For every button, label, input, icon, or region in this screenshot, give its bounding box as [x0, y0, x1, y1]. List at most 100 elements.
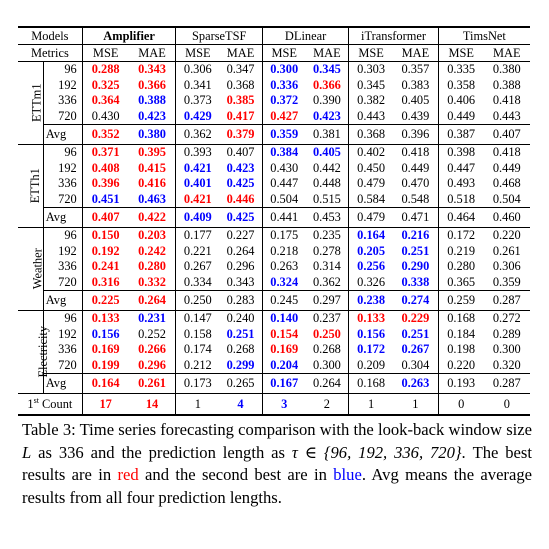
value-cell-mae: 0.359 [492, 274, 521, 289]
value-cell-mae: 0.296 [128, 357, 177, 374]
value-cell-mae: 0.251 [392, 243, 439, 259]
value-cell-mae: 0.470 [392, 176, 439, 192]
metric-header-mae: MAE [219, 44, 263, 62]
pred-length: 336 [43, 176, 83, 192]
value-cell-mae: 0.407 [483, 124, 530, 145]
value-cell-mae: 0.405 [392, 93, 439, 109]
metric-header-mse: MSE [82, 44, 129, 62]
value-cell-mse: 0.164 [348, 227, 393, 244]
value-cell-mae: 0.261 [128, 373, 177, 394]
value-cell-mse: 0.263 [270, 259, 299, 273]
value-cell-mae: 0.407 [219, 144, 263, 161]
data-row: 336 0.396 0.416 0.401 0.425 0.447 0.448 0.479 0.… [18, 176, 530, 192]
value-cell-mse: 0.205 [357, 243, 386, 258]
value-cell-mse: 0.303 [348, 61, 393, 78]
value-cell-mse: 0.409 [175, 207, 220, 228]
value-cell-mae: 0.463 [128, 191, 177, 208]
value-cell-mae: 0.264 [305, 373, 350, 394]
value-cell-mse: 0.450 [357, 160, 386, 175]
caption-red-word: red [117, 465, 139, 485]
value-cell-mae: 0.422 [128, 207, 177, 228]
data-row: 192 0.325 0.366 0.341 0.368 0.336 0.366 0.345 0.… [18, 77, 530, 93]
value-cell-mse: 0.184 [447, 326, 476, 341]
pred-length: 720 [43, 108, 83, 125]
metric-header-mse: MSE [262, 44, 306, 62]
value-cell-mae: 0.471 [392, 207, 439, 228]
value-cell-mae: 0.264 [219, 243, 263, 259]
value-cell-mae: 0.425 [219, 207, 263, 228]
value-cell-mae: 0.388 [492, 77, 521, 92]
value-cell-mae: 0.290 [392, 259, 439, 275]
value-cell-mse: 0.192 [91, 243, 120, 258]
data-row: 192 0.156 0.252 0.158 0.251 0.154 0.250 0.156 0.… [18, 326, 530, 342]
avg-row: Avg 0.352 0.380 0.362 0.379 0.359 0.381 0.368 0.… [18, 124, 530, 145]
value-cell-mse: 0.372 [270, 93, 299, 107]
value-cell-mse: 0.306 [175, 61, 220, 78]
corner-metrics-label: Metrics [18, 44, 83, 62]
value-cell-mae: 0.345 [305, 61, 350, 78]
value-cell-mse: 0.449 [447, 108, 476, 123]
value-cell-mae: 0.448 [305, 176, 350, 192]
value-cell-mae: 0.274 [392, 290, 439, 311]
metric-header-mse: MSE [175, 44, 220, 62]
count-superscript: st [33, 395, 39, 405]
table-caption: Table 3: Time series forecasting compari… [22, 419, 532, 509]
value-cell-mse: 0.341 [183, 77, 212, 92]
value-cell-mae: 0.299 [219, 357, 263, 374]
dataset-label: Electricity [36, 326, 51, 378]
value-cell-mse: 0.175 [262, 227, 306, 244]
value-cell-mae: 0.265 [219, 373, 263, 394]
metric-header-mae: MAE [305, 44, 350, 62]
value-cell-mse: 0.359 [262, 124, 306, 145]
value-cell-mse: 0.168 [348, 373, 393, 394]
value-cell-mae: 0.418 [483, 144, 530, 161]
value-cell-mae: 0.390 [305, 93, 350, 109]
value-cell-mse: 0.256 [357, 259, 386, 273]
value-cell-mse: 0.447 [270, 176, 299, 190]
value-cell-mse: 0.326 [357, 274, 386, 289]
value-cell-mae: 0.343 [128, 61, 177, 78]
model-header-dlinear: DLinear [262, 26, 350, 45]
value-cell-mae: 0.250 [305, 326, 350, 342]
value-cell-mse: 0.479 [348, 207, 393, 228]
value-cell-mae: 0.446 [219, 191, 263, 208]
value-cell-mae: 0.252 [128, 326, 177, 342]
value-cell-mse: 0 [438, 393, 484, 416]
value-cell-mae: 0.385 [219, 93, 263, 109]
value-cell-mse: 0.373 [183, 93, 212, 107]
pred-length: 192 [43, 77, 83, 93]
data-row: 192 0.192 0.242 0.221 0.264 0.218 0.278 0.205 0.… [18, 243, 530, 259]
value-cell-mse: 0.168 [438, 310, 484, 327]
value-cell-mse: 0.382 [357, 93, 386, 107]
value-cell-mae: 4 [219, 393, 263, 416]
value-cell-mse: 0.156 [357, 326, 386, 341]
value-cell-mae: 0.343 [219, 274, 263, 291]
value-cell-mse: 0.150 [82, 227, 129, 244]
model-header-amplifier: Amplifier [82, 26, 177, 45]
value-cell-mae: 0.283 [219, 290, 263, 311]
value-cell-mse: 0.429 [183, 108, 212, 123]
value-cell-mse: 0.324 [270, 274, 299, 289]
value-cell-mse: 0.218 [270, 243, 299, 258]
value-cell-mae: 0.268 [219, 342, 263, 358]
value-cell-mse: 0.174 [183, 342, 212, 356]
value-cell-mse: 0.133 [82, 310, 129, 327]
metric-header-mse: MSE [348, 44, 393, 62]
value-cell-mse: 0.401 [183, 176, 212, 190]
value-cell-mae: 0.362 [305, 274, 350, 291]
value-cell-mse: 0.387 [438, 124, 484, 145]
value-cell-mse: 0.421 [183, 160, 212, 175]
value-cell-mae: 0.300 [305, 357, 350, 374]
value-cell-mae: 2 [305, 393, 350, 416]
value-cell-mse: 3 [262, 393, 306, 416]
value-cell-mse: 0.212 [183, 357, 212, 372]
value-cell-mae: 0.237 [305, 310, 350, 327]
value-cell-mae: 0.347 [219, 61, 263, 78]
value-cell-mse: 0.300 [262, 61, 306, 78]
value-cell-mse: 0.451 [91, 191, 120, 206]
pred-length: 720 [43, 191, 83, 208]
value-cell-mse: 0.158 [183, 326, 212, 341]
pred-length: 192 [43, 160, 83, 176]
dataset-label: Weather [30, 248, 45, 290]
results-table-container: Models Amplifier SparseTSF DLinear iTran… [18, 26, 530, 416]
